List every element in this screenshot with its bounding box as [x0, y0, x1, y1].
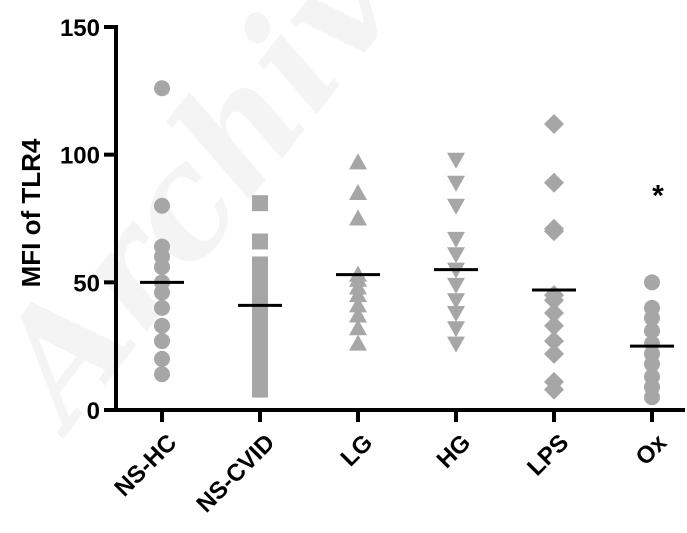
data-point	[252, 195, 268, 212]
x-category-label: NS-HC	[109, 429, 182, 502]
data-point	[644, 322, 660, 339]
data-point	[644, 389, 660, 406]
data-point	[252, 353, 268, 370]
x-ticks: NS-HC NS-CVID LG HG LPS Ox	[109, 410, 673, 518]
data-point	[252, 327, 268, 344]
data-point	[252, 269, 268, 286]
data-point	[154, 197, 170, 214]
data-point	[349, 153, 367, 170]
data-point	[447, 175, 465, 192]
x-category-label: LPS	[522, 429, 574, 481]
data-point	[349, 183, 367, 200]
data-point	[544, 379, 564, 400]
data-point	[447, 277, 465, 294]
data-point	[154, 333, 170, 350]
data-point	[154, 317, 170, 334]
data-point	[349, 306, 367, 323]
data-point	[252, 312, 268, 329]
data-point	[349, 286, 367, 303]
data-point	[154, 80, 170, 97]
data-point	[644, 310, 660, 327]
data-point	[447, 336, 465, 353]
x-category-label: Ox	[631, 429, 673, 471]
data-point	[644, 274, 660, 291]
y-tick-label: 50	[73, 270, 100, 297]
annotations: *	[652, 179, 664, 212]
data-point	[544, 302, 564, 323]
data-point	[252, 284, 268, 301]
data-points	[154, 80, 660, 406]
y-axis-title: MFI of TLR4	[16, 138, 46, 287]
significance-marker: *	[652, 179, 664, 212]
data-point	[154, 350, 170, 367]
y-ticks: 0 50 100 150	[60, 15, 116, 425]
x-category-label: NS-CVID	[191, 429, 280, 518]
x-category-label: LG	[336, 429, 379, 472]
data-point	[447, 293, 465, 310]
data-point	[252, 256, 268, 273]
data-point	[544, 172, 564, 193]
x-category-label: HG	[432, 429, 477, 474]
data-point	[349, 209, 367, 226]
data-point	[349, 296, 367, 313]
data-point	[544, 343, 564, 364]
data-point	[544, 331, 564, 352]
data-point	[154, 366, 170, 383]
data-point	[154, 259, 170, 276]
data-point	[544, 114, 564, 135]
data-point	[447, 305, 465, 322]
data-point	[447, 247, 465, 264]
data-point	[252, 381, 268, 398]
y-tick-label: 100	[60, 143, 100, 170]
mean-lines	[140, 268, 674, 348]
data-point	[154, 299, 170, 316]
data-point	[544, 221, 564, 242]
data-point	[252, 340, 268, 357]
data-point	[447, 152, 465, 169]
data-point	[252, 233, 268, 250]
watermark-text: Archive	[0, 0, 490, 462]
data-point	[644, 356, 660, 373]
axes	[114, 25, 685, 412]
data-point	[349, 334, 367, 351]
data-point	[447, 198, 465, 215]
data-point	[447, 321, 465, 338]
data-point	[447, 231, 465, 248]
data-point	[154, 284, 170, 301]
data-point	[349, 319, 367, 336]
y-tick-label: 150	[60, 15, 100, 42]
data-point	[544, 290, 564, 311]
y-tick-label: 0	[87, 398, 100, 425]
data-point	[544, 315, 564, 336]
